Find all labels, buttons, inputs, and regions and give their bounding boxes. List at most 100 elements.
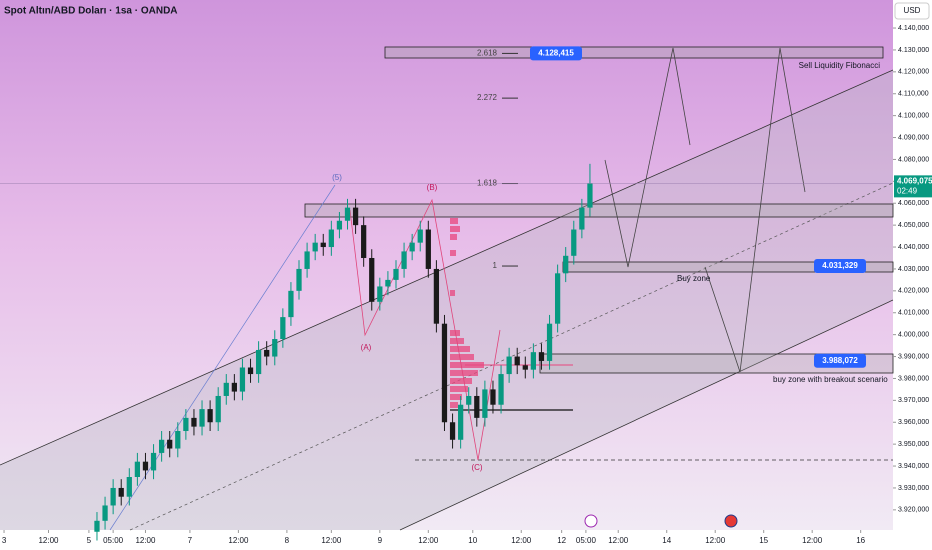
x-tick-label: 7 bbox=[188, 536, 193, 545]
event-icon[interactable] bbox=[724, 514, 738, 528]
candle-body bbox=[207, 409, 213, 423]
buy-zone bbox=[562, 261, 894, 273]
candle-body bbox=[304, 251, 310, 269]
candle-body bbox=[482, 389, 488, 418]
price-tag bbox=[530, 46, 582, 61]
candle-body bbox=[546, 323, 553, 361]
x-tick-label: 3 bbox=[2, 536, 7, 545]
candle-body bbox=[409, 242, 415, 252]
candle-body bbox=[199, 409, 205, 427]
candle-body bbox=[110, 487, 116, 506]
candle-body bbox=[94, 520, 100, 532]
x-tick-label: 12:00 bbox=[228, 536, 249, 545]
y-tick-label: 4.110,000 bbox=[898, 91, 929, 98]
candle-body bbox=[506, 356, 512, 375]
breakout-zone bbox=[539, 353, 894, 374]
candle-body bbox=[102, 505, 108, 521]
price-tag bbox=[814, 259, 866, 274]
event-icon[interactable] bbox=[584, 514, 598, 528]
candle-body bbox=[255, 349, 262, 375]
candle-body bbox=[167, 439, 173, 449]
y-tick-label: 4.000,000 bbox=[898, 331, 929, 338]
candle-body bbox=[296, 268, 302, 291]
candle-body bbox=[377, 286, 383, 302]
candle-body bbox=[369, 257, 375, 302]
price-tag-label: 4.031,329 bbox=[822, 261, 858, 270]
x-tick-label: 10 bbox=[468, 536, 477, 545]
y-tick-label: 4.050,000 bbox=[898, 222, 929, 229]
y-tick-label: 3.930,000 bbox=[898, 485, 929, 492]
y-tick-label: 4.100,000 bbox=[898, 112, 929, 119]
wave-label: (A) bbox=[361, 343, 372, 352]
candle-body bbox=[393, 268, 399, 280]
candle-body bbox=[215, 395, 221, 423]
candle-body bbox=[175, 431, 181, 449]
x-tick-label: 9 bbox=[378, 536, 383, 545]
candle-body bbox=[554, 273, 561, 324]
candle-body bbox=[336, 220, 343, 230]
candle-body bbox=[142, 461, 149, 471]
y-tick-label: 4.060,000 bbox=[898, 200, 929, 207]
x-tick-label: 12 bbox=[557, 536, 566, 545]
channel-fill bbox=[0, 70, 893, 530]
candle-body bbox=[579, 207, 585, 230]
candle-body bbox=[522, 365, 528, 370]
candle-body bbox=[264, 349, 270, 357]
annotation: Buy zone bbox=[677, 274, 711, 283]
time-axis bbox=[0, 530, 893, 550]
x-tick-label: 5 bbox=[87, 536, 92, 545]
candle-body bbox=[312, 242, 318, 252]
candle-body bbox=[247, 367, 254, 375]
currency-box[interactable] bbox=[894, 2, 930, 20]
candle-body bbox=[352, 207, 359, 226]
price-tag bbox=[814, 353, 866, 368]
x-tick-label: 05:00 bbox=[103, 536, 124, 545]
candle-body bbox=[159, 439, 165, 453]
x-tick-label: 12:00 bbox=[802, 536, 823, 545]
y-tick-label: 3.920,000 bbox=[898, 507, 929, 514]
candle-body bbox=[126, 477, 132, 497]
candle-body bbox=[449, 422, 456, 440]
annotation: buy zone with breakout scenario bbox=[773, 375, 888, 384]
candle-body bbox=[191, 417, 197, 427]
y-tick-label: 3.970,000 bbox=[898, 397, 929, 404]
candle-body bbox=[272, 339, 278, 357]
candle-body bbox=[538, 352, 545, 361]
price-axis bbox=[893, 0, 932, 550]
projection-path bbox=[604, 47, 691, 268]
x-tick-label: 12:00 bbox=[135, 536, 156, 545]
candle-body bbox=[490, 389, 496, 405]
x-tick-label: 12:00 bbox=[418, 536, 439, 545]
candle-body bbox=[328, 229, 334, 248]
x-tick-label: 05:00 bbox=[576, 536, 597, 545]
annotation: Sell Liquidity Fibonacci bbox=[799, 61, 881, 70]
price-tag-label: 3.988,072 bbox=[822, 356, 858, 365]
candle-body bbox=[498, 374, 504, 405]
sell-zone bbox=[384, 46, 884, 59]
y-tick-label: 3.940,000 bbox=[898, 463, 929, 470]
y-tick-label: 4.130,000 bbox=[898, 47, 929, 54]
x-tick-label: 8 bbox=[285, 536, 290, 545]
resistance-zone bbox=[304, 203, 894, 218]
y-tick-label: 4.040,000 bbox=[898, 244, 929, 251]
candle-body bbox=[118, 487, 124, 497]
y-tick-label: 4.140,000 bbox=[898, 25, 929, 32]
candle-body bbox=[458, 404, 464, 440]
candle-body bbox=[231, 382, 237, 392]
projection-path bbox=[704, 47, 806, 373]
countdown: 02:49 bbox=[897, 186, 918, 195]
wave-line bbox=[109, 184, 336, 531]
x-tick-label: 16 bbox=[856, 536, 865, 545]
candle-body bbox=[344, 207, 351, 221]
x-tick-label: 14 bbox=[662, 536, 671, 545]
candle-body bbox=[239, 367, 246, 392]
candle-body bbox=[425, 229, 431, 269]
y-tick-label: 3.990,000 bbox=[898, 353, 929, 360]
wave-label: (C) bbox=[471, 463, 482, 472]
candle-body bbox=[441, 323, 448, 423]
wave-label: (B) bbox=[427, 183, 438, 192]
channel-upper bbox=[0, 69, 894, 466]
x-tick-label: 12:00 bbox=[608, 536, 629, 545]
candle-body bbox=[401, 251, 407, 269]
